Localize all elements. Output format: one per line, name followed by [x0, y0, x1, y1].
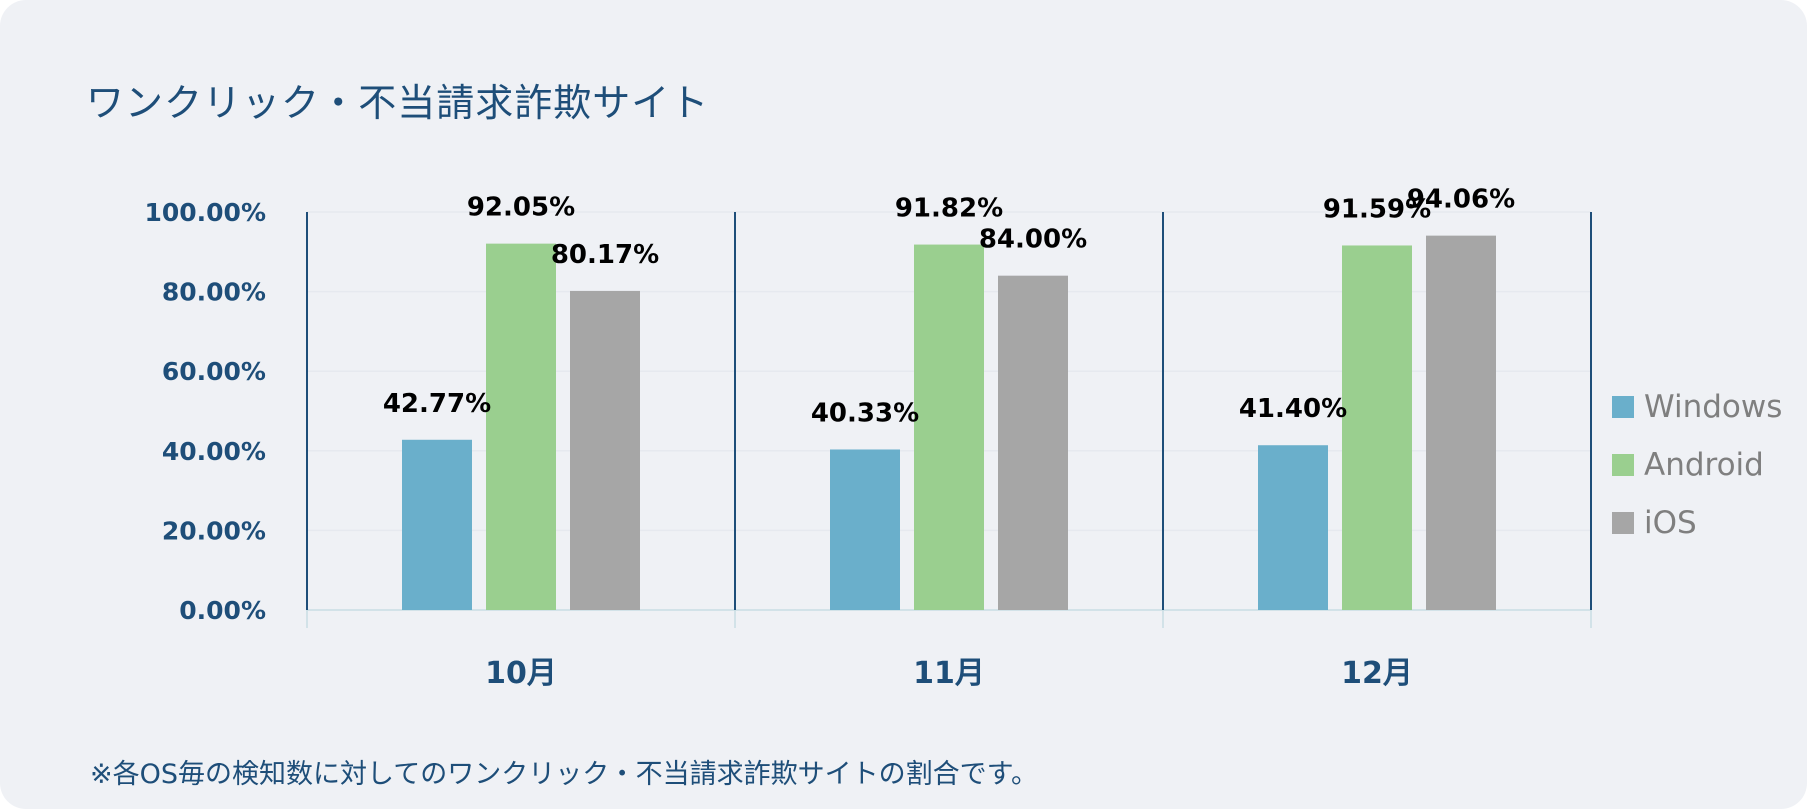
chart-title: ワンクリック・不当請求詐欺サイト	[86, 81, 710, 125]
x-tick-label: 10月	[485, 656, 557, 691]
y-tick-label: 0.00%	[179, 596, 266, 625]
legend-label-windows: Windows	[1644, 389, 1783, 425]
legend: Windows Android iOS	[1612, 378, 1782, 552]
x-tick-label: 11月	[913, 656, 985, 691]
data-label: 42.77%	[383, 389, 491, 419]
bar-windows	[1258, 445, 1328, 610]
x-axis-ticks: 10月 11月 12月	[485, 656, 1413, 691]
legend-swatch-windows	[1612, 396, 1634, 418]
bar-windows	[402, 439, 472, 610]
y-axis-ticks: 0.00% 20.00% 40.00% 60.00% 80.00% 100.00%	[144, 198, 266, 625]
y-tick-label: 20.00%	[162, 516, 266, 545]
legend-item-ios: iOS	[1612, 494, 1782, 552]
bar-windows	[830, 449, 900, 610]
bars	[402, 235, 1496, 611]
legend-item-android: Android	[1612, 436, 1782, 494]
y-tick-label: 80.00%	[162, 278, 266, 307]
data-labels: 42.77% 92.05% 80.17% 40.33% 91.82%84.00% 41.4…	[383, 185, 1515, 429]
footnote: ※各OS毎の検知数に対してのワンクリック・不当請求詐欺サイトの割合です。	[90, 759, 1038, 790]
y-tick-label: 60.00%	[162, 357, 266, 386]
legend-label-android: Android	[1644, 447, 1764, 483]
bar-android	[486, 243, 556, 611]
bar-ios	[570, 290, 640, 610]
x-tick-label: 12月	[1341, 656, 1413, 691]
y-tick-label: 100.00%	[144, 198, 266, 227]
legend-item-windows: Windows	[1612, 378, 1782, 436]
legend-swatch-ios	[1612, 512, 1634, 534]
data-label: 91.82%	[895, 194, 1003, 224]
y-tick-label: 40.00%	[162, 437, 266, 466]
data-label: 84.00%	[979, 225, 1087, 255]
data-label: 94.06%	[1407, 185, 1515, 215]
legend-label-ios: iOS	[1644, 505, 1697, 541]
data-label: 40.33%	[811, 398, 919, 428]
legend-swatch-android	[1612, 454, 1634, 476]
data-label: 80.17%	[551, 240, 659, 270]
bar-android	[914, 244, 984, 610]
data-label: 92.05%	[467, 193, 575, 223]
data-label: 41.40%	[1239, 394, 1347, 424]
data-label: 91.59%	[1323, 194, 1431, 224]
bar-android	[1342, 245, 1412, 610]
bar-ios	[998, 275, 1068, 610]
bar-ios	[1426, 235, 1496, 610]
